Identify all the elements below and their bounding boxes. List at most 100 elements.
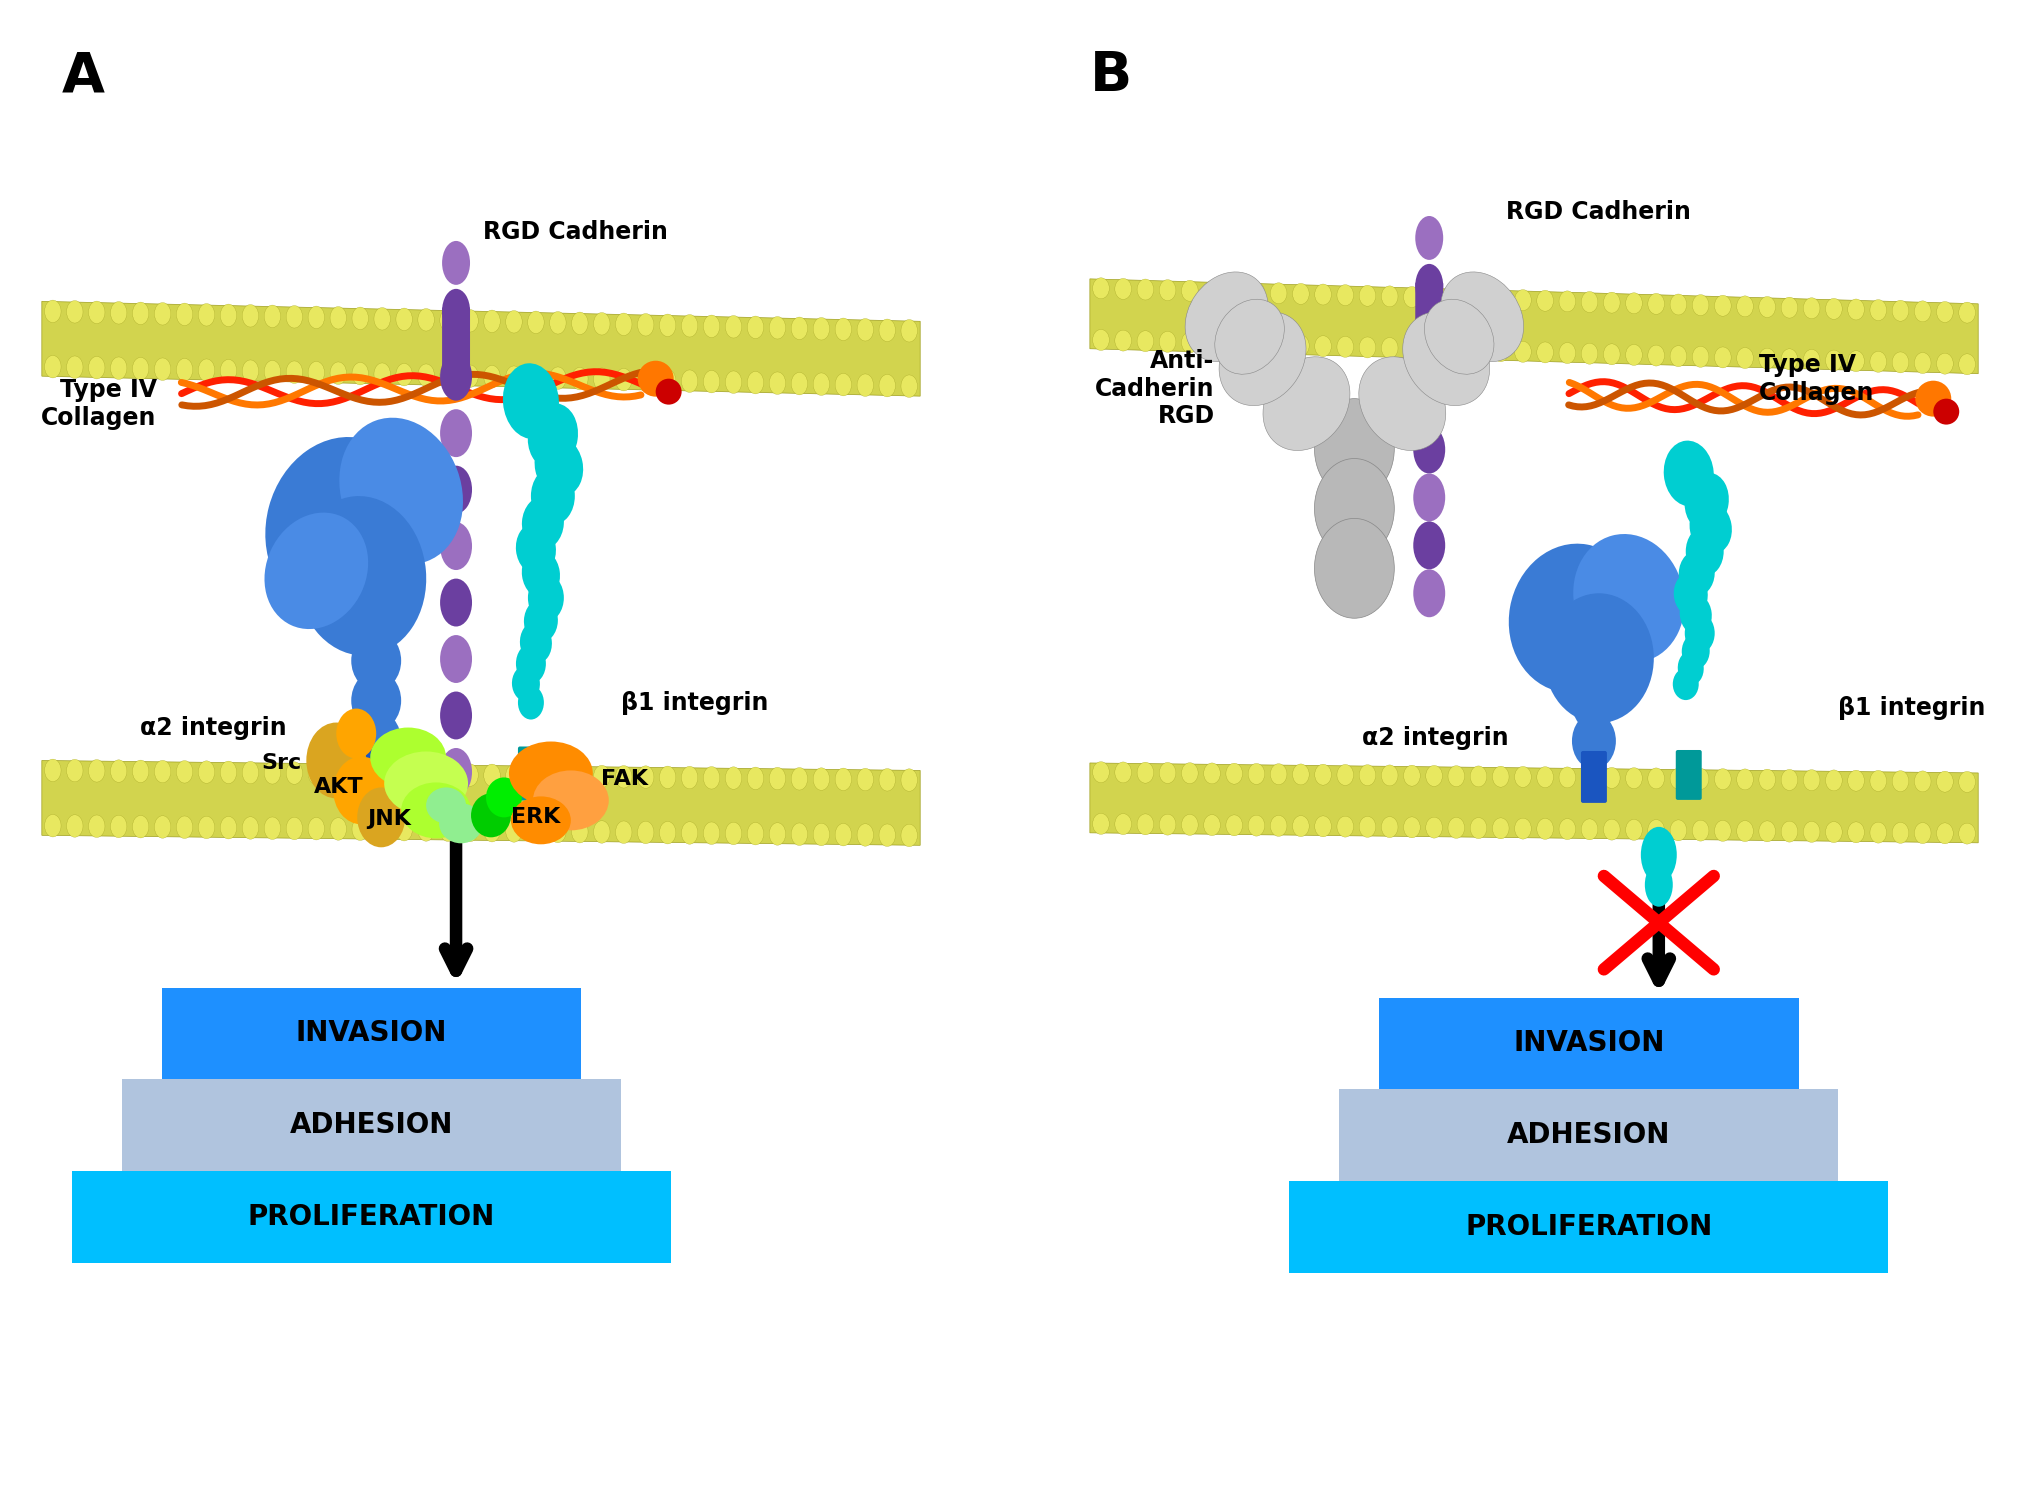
Ellipse shape: [155, 760, 171, 783]
Bar: [161, 988, 581, 1079]
Ellipse shape: [1639, 827, 1676, 882]
Ellipse shape: [1225, 281, 1242, 302]
Ellipse shape: [198, 304, 214, 326]
Ellipse shape: [373, 308, 389, 330]
Ellipse shape: [879, 824, 895, 847]
Text: B: B: [1089, 49, 1132, 103]
Ellipse shape: [1380, 286, 1397, 307]
Ellipse shape: [1513, 290, 1531, 311]
Ellipse shape: [1313, 399, 1393, 498]
Ellipse shape: [351, 750, 402, 811]
Ellipse shape: [440, 818, 457, 841]
Ellipse shape: [1625, 820, 1641, 841]
Ellipse shape: [834, 373, 850, 396]
Ellipse shape: [1293, 335, 1309, 356]
Ellipse shape: [571, 765, 587, 787]
Ellipse shape: [1648, 768, 1664, 789]
Ellipse shape: [1825, 821, 1841, 842]
Ellipse shape: [155, 815, 171, 838]
Text: FAK: FAK: [602, 769, 648, 790]
Ellipse shape: [548, 311, 565, 333]
Ellipse shape: [616, 312, 632, 335]
Ellipse shape: [1136, 330, 1154, 351]
Ellipse shape: [901, 824, 918, 847]
Ellipse shape: [769, 372, 785, 394]
Text: PROLIFERATION: PROLIFERATION: [1464, 1213, 1711, 1241]
Ellipse shape: [1625, 293, 1641, 314]
Ellipse shape: [1603, 292, 1619, 312]
Ellipse shape: [67, 815, 84, 838]
Bar: [1378, 997, 1798, 1089]
Ellipse shape: [1935, 771, 1951, 792]
Ellipse shape: [1780, 769, 1796, 790]
Ellipse shape: [1336, 815, 1354, 838]
Ellipse shape: [67, 759, 84, 781]
Ellipse shape: [814, 373, 830, 396]
Ellipse shape: [351, 631, 402, 690]
Ellipse shape: [1870, 823, 1886, 844]
Ellipse shape: [703, 315, 720, 338]
Ellipse shape: [88, 815, 104, 838]
Text: Src: Src: [261, 753, 302, 774]
Text: β1 integrin: β1 integrin: [1837, 696, 1984, 720]
Ellipse shape: [1892, 771, 1909, 792]
Ellipse shape: [879, 318, 895, 342]
Ellipse shape: [769, 823, 785, 845]
Ellipse shape: [243, 762, 259, 784]
Ellipse shape: [1470, 289, 1486, 310]
Ellipse shape: [834, 768, 850, 790]
Ellipse shape: [681, 371, 697, 393]
Ellipse shape: [330, 762, 347, 784]
Ellipse shape: [220, 760, 237, 784]
Ellipse shape: [1825, 299, 1841, 320]
Ellipse shape: [88, 357, 104, 379]
Ellipse shape: [834, 823, 850, 847]
Text: Anti-
Cadherin
RGD: Anti- Cadherin RGD: [1095, 348, 1213, 429]
Ellipse shape: [1758, 348, 1774, 369]
Ellipse shape: [1802, 350, 1819, 371]
Ellipse shape: [1913, 353, 1931, 373]
Ellipse shape: [593, 312, 610, 335]
Ellipse shape: [726, 823, 742, 845]
Ellipse shape: [1625, 344, 1641, 366]
Ellipse shape: [1847, 351, 1864, 372]
Ellipse shape: [1688, 500, 1731, 554]
Ellipse shape: [1413, 570, 1444, 618]
Ellipse shape: [659, 821, 675, 844]
Ellipse shape: [1572, 534, 1684, 662]
Ellipse shape: [791, 317, 807, 339]
Ellipse shape: [1913, 301, 1931, 321]
Ellipse shape: [769, 317, 785, 339]
Ellipse shape: [1470, 766, 1486, 787]
Ellipse shape: [726, 766, 742, 789]
Ellipse shape: [901, 320, 918, 342]
Text: AKT: AKT: [314, 777, 363, 798]
Ellipse shape: [440, 353, 471, 400]
Ellipse shape: [1358, 336, 1374, 359]
Ellipse shape: [440, 692, 471, 740]
Ellipse shape: [110, 357, 126, 379]
Ellipse shape: [1448, 766, 1464, 787]
Ellipse shape: [357, 787, 406, 847]
Ellipse shape: [1113, 330, 1132, 351]
Ellipse shape: [1603, 818, 1619, 841]
Ellipse shape: [1113, 762, 1132, 783]
Ellipse shape: [440, 365, 457, 387]
Ellipse shape: [1535, 290, 1554, 311]
Ellipse shape: [516, 644, 546, 683]
Ellipse shape: [1535, 766, 1554, 787]
Ellipse shape: [528, 765, 544, 787]
Ellipse shape: [1181, 763, 1197, 784]
Ellipse shape: [1780, 821, 1796, 842]
Ellipse shape: [520, 622, 553, 664]
Ellipse shape: [440, 310, 457, 332]
Ellipse shape: [636, 314, 655, 336]
Text: ADHESION: ADHESION: [290, 1112, 453, 1140]
Ellipse shape: [506, 366, 522, 388]
Text: α2 integrin: α2 integrin: [1362, 726, 1509, 750]
Ellipse shape: [1580, 768, 1597, 789]
Ellipse shape: [1181, 280, 1197, 301]
Ellipse shape: [1158, 332, 1174, 353]
Ellipse shape: [769, 768, 785, 790]
Ellipse shape: [655, 378, 681, 405]
